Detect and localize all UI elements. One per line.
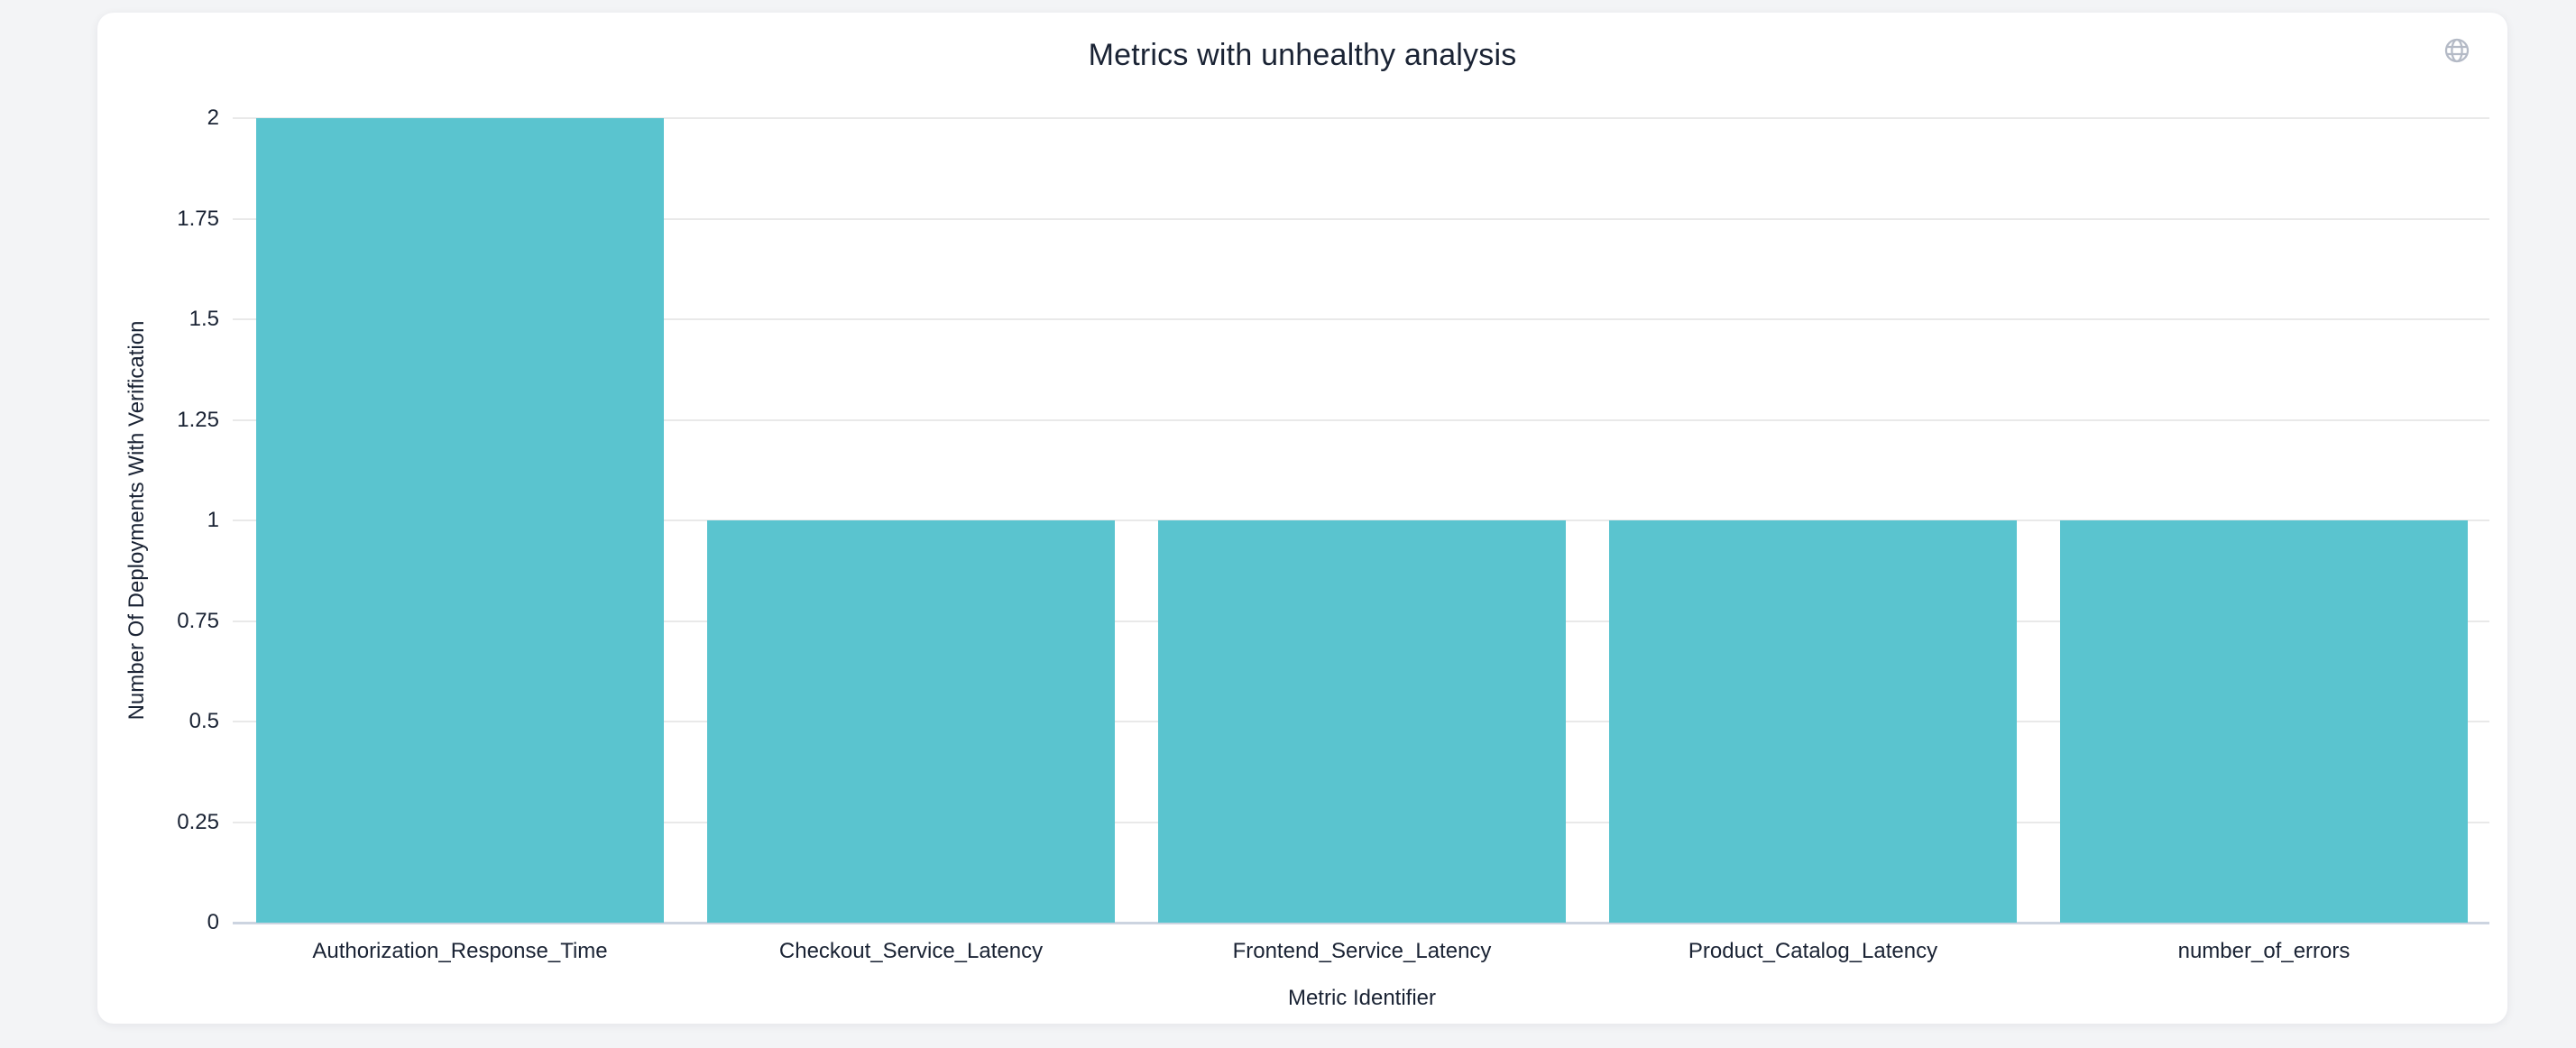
bar-Authorization_Response_Time[interactable] (256, 118, 664, 923)
gridline-y-2 (233, 117, 2489, 119)
y-tick-label: 1.75 (177, 206, 219, 231)
bar-number_of_errors[interactable] (2060, 520, 2468, 923)
y-tick-label: 0.25 (177, 809, 219, 834)
y-tick-label: 0.75 (177, 608, 219, 633)
chart-title: Metrics with unhealthy analysis (1088, 38, 1517, 72)
x-tick-label: Authorization_Response_Time (312, 939, 608, 963)
bar-Frontend_Service_Latency[interactable] (1158, 520, 1566, 923)
bar-Checkout_Service_Latency[interactable] (707, 520, 1115, 923)
gridline-y-1.5 (233, 318, 2489, 320)
gridline-y-1.25 (233, 418, 2489, 421)
y-tick-label: 0 (207, 910, 219, 934)
y-tick-label: 0.5 (189, 709, 219, 733)
x-axis-title: Metric Identifier (1287, 986, 1437, 1010)
y-tick-label: 2 (207, 106, 219, 130)
x-axis-line (233, 922, 2489, 924)
y-tick-label: 1 (207, 508, 219, 532)
globe-icon[interactable] (2443, 36, 2471, 65)
y-tick-label: 1.5 (189, 307, 219, 331)
y-tick-label: 1.25 (177, 407, 219, 432)
x-tick-label: number_of_errors (2177, 939, 2351, 963)
gridline-y-1.75 (233, 217, 2489, 220)
x-tick-label: Product_Catalog_Latency (1688, 939, 1938, 963)
bar-Product_Catalog_Latency[interactable] (1609, 520, 2017, 923)
x-tick-label: Checkout_Service_Latency (778, 939, 1044, 963)
chart-card: Metrics with unhealthy analysis Number O… (97, 13, 2507, 1024)
plot-area: 0 0.25 0.5 0.75 1 1.25 1.5 1.75 2 Authorization_… (177, 107, 2489, 1010)
x-tick-label: Frontend_Service_Latency (1232, 939, 1492, 963)
